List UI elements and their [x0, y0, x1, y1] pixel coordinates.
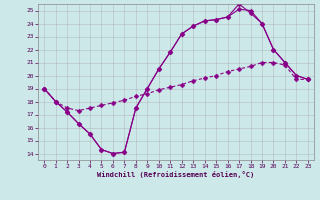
X-axis label: Windchill (Refroidissement éolien,°C): Windchill (Refroidissement éolien,°C): [97, 171, 255, 178]
